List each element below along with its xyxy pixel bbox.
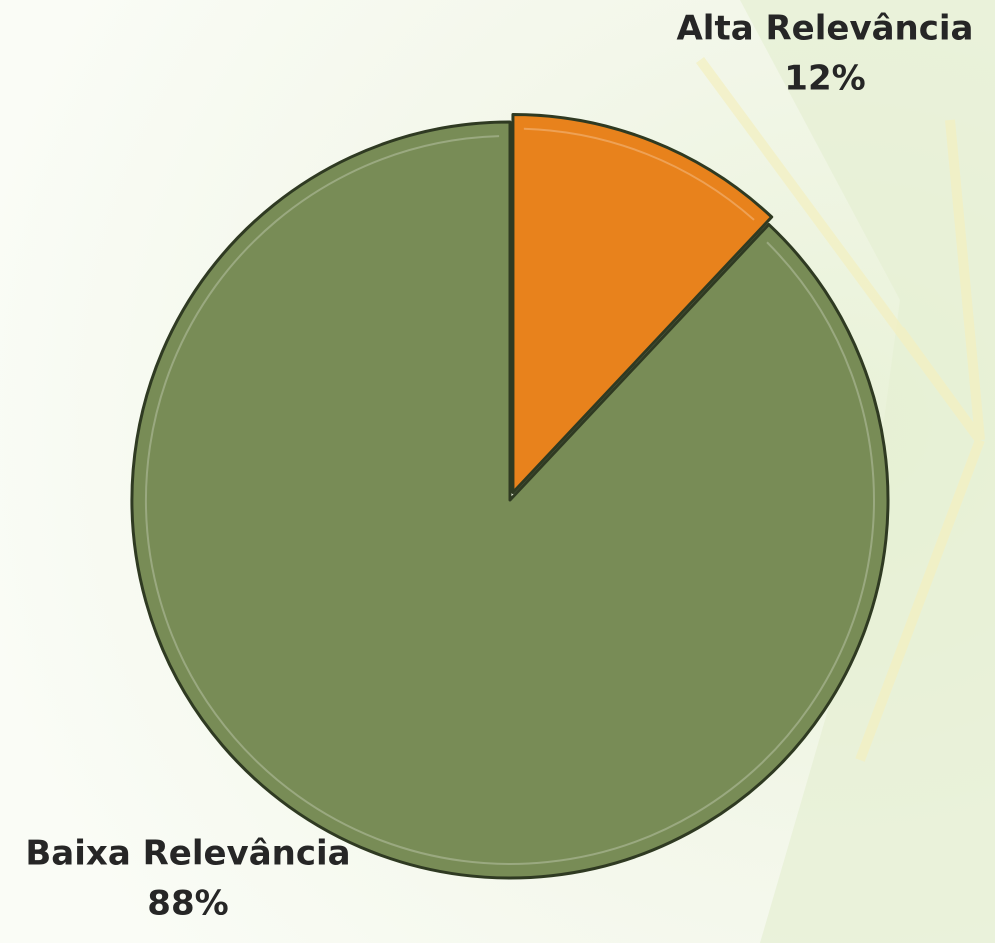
pie-slice (511, 113, 774, 495)
pie-slice (130, 120, 890, 880)
slice-value-label: 88% (147, 884, 228, 924)
slice-value-label: 12% (784, 59, 865, 99)
slice-label: Alta Relevância (676, 9, 973, 49)
slice-label: Baixa Relevância (25, 834, 350, 874)
slice-bevel (145, 135, 875, 865)
slice-bevel (523, 127, 755, 221)
pie (130, 113, 890, 880)
background-shape (740, 0, 995, 943)
background-rays (695, 57, 985, 762)
